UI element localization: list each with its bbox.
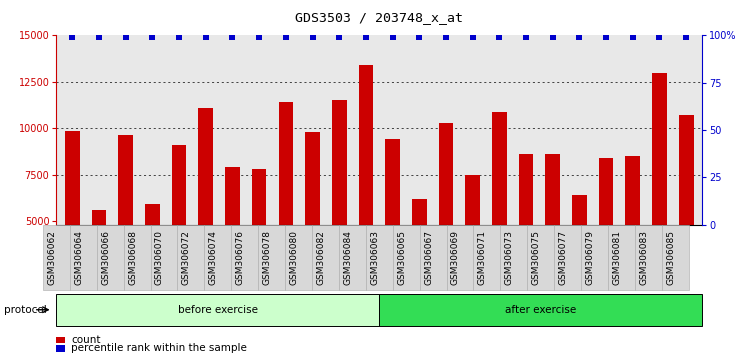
Bar <box>572 195 587 314</box>
Point <box>360 34 372 40</box>
Point <box>173 34 185 40</box>
Point <box>119 34 131 40</box>
Bar <box>172 145 186 314</box>
Bar <box>492 112 507 314</box>
Text: GSM306080: GSM306080 <box>290 230 299 285</box>
Text: protocol: protocol <box>4 305 47 315</box>
Point <box>493 34 505 40</box>
Text: GSM306064: GSM306064 <box>74 230 83 285</box>
Point <box>680 34 692 40</box>
Text: GSM306073: GSM306073 <box>505 230 514 285</box>
Bar <box>466 175 480 314</box>
Point <box>466 34 478 40</box>
Text: before exercise: before exercise <box>178 305 258 315</box>
Text: GSM306062: GSM306062 <box>47 230 56 285</box>
Point <box>413 34 425 40</box>
Text: GSM306069: GSM306069 <box>451 230 460 285</box>
Bar <box>519 154 533 314</box>
Text: GSM306074: GSM306074 <box>209 230 218 285</box>
Bar <box>65 131 80 314</box>
Bar <box>358 65 373 314</box>
Bar <box>279 102 293 314</box>
Text: GSM306075: GSM306075 <box>532 230 541 285</box>
Bar <box>305 132 320 314</box>
Bar <box>252 169 267 314</box>
Bar <box>332 101 346 314</box>
Text: after exercise: after exercise <box>505 305 576 315</box>
Text: GSM306071: GSM306071 <box>478 230 487 285</box>
Bar <box>119 135 133 314</box>
Point <box>227 34 239 40</box>
Bar <box>412 199 427 314</box>
Bar <box>92 210 107 314</box>
Text: GDS3503 / 203748_x_at: GDS3503 / 203748_x_at <box>295 11 463 24</box>
Point <box>200 34 212 40</box>
Text: percentile rank within the sample: percentile rank within the sample <box>71 343 247 353</box>
Bar <box>198 108 213 314</box>
Text: GSM306068: GSM306068 <box>128 230 137 285</box>
Point <box>66 34 78 40</box>
Text: GSM306079: GSM306079 <box>586 230 595 285</box>
Point <box>600 34 612 40</box>
Text: GSM306081: GSM306081 <box>613 230 622 285</box>
Text: GSM306070: GSM306070 <box>155 230 164 285</box>
Text: GSM306067: GSM306067 <box>424 230 433 285</box>
Point <box>653 34 665 40</box>
Point <box>280 34 292 40</box>
Point <box>387 34 399 40</box>
Point <box>253 34 265 40</box>
Bar <box>225 167 240 314</box>
Text: GSM306083: GSM306083 <box>639 230 648 285</box>
Text: GSM306063: GSM306063 <box>370 230 379 285</box>
Point <box>520 34 532 40</box>
Bar <box>385 139 400 314</box>
Text: count: count <box>71 335 101 345</box>
Bar <box>145 204 160 314</box>
Point <box>627 34 639 40</box>
Text: GSM306065: GSM306065 <box>397 230 406 285</box>
Point <box>306 34 318 40</box>
Point <box>333 34 345 40</box>
Text: GSM306085: GSM306085 <box>666 230 675 285</box>
Point <box>93 34 105 40</box>
Text: GSM306078: GSM306078 <box>263 230 272 285</box>
Text: GSM306072: GSM306072 <box>182 230 191 285</box>
Text: GSM306077: GSM306077 <box>559 230 568 285</box>
Point <box>440 34 452 40</box>
Bar <box>545 154 560 314</box>
Text: GSM306066: GSM306066 <box>101 230 110 285</box>
Bar <box>599 158 614 314</box>
Point <box>574 34 586 40</box>
Text: GSM306076: GSM306076 <box>236 230 245 285</box>
Point <box>547 34 559 40</box>
Point <box>146 34 158 40</box>
Bar <box>439 123 454 314</box>
Bar <box>626 156 640 314</box>
Bar <box>679 115 693 314</box>
Text: GSM306082: GSM306082 <box>316 230 325 285</box>
Bar <box>652 73 667 314</box>
Text: GSM306084: GSM306084 <box>343 230 352 285</box>
